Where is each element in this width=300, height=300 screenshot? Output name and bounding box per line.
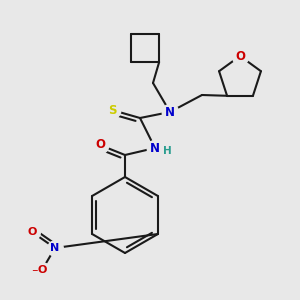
Text: N: N [50, 243, 60, 253]
Text: ⁻: ⁻ [31, 268, 37, 281]
Text: N: N [165, 106, 175, 118]
Text: O: O [37, 265, 47, 275]
Text: O: O [235, 50, 245, 62]
Text: H: H [163, 146, 171, 156]
Text: S: S [108, 103, 116, 116]
Text: N: N [150, 142, 160, 154]
Text: O: O [95, 139, 105, 152]
Text: O: O [27, 227, 37, 237]
